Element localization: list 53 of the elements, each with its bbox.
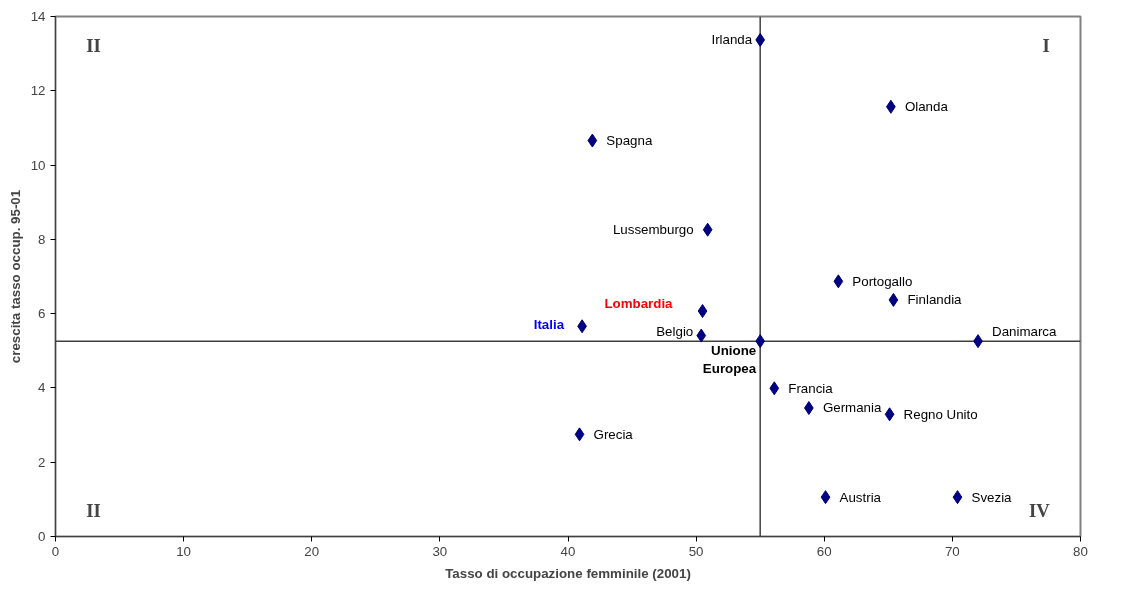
x-tick-label: 80	[1073, 543, 1088, 559]
x-tick-label: 40	[560, 543, 576, 559]
x-tick-label: 50	[688, 543, 704, 559]
y-axis-title: crescita tasso occup. 95-01	[7, 189, 23, 364]
x-tick-label: 30	[432, 543, 448, 559]
x-tick-label: 60	[816, 543, 832, 559]
point	[574, 427, 585, 442]
point	[884, 407, 895, 422]
point	[587, 133, 598, 148]
x-tick-label: 0	[51, 543, 60, 559]
annotation: Irlanda	[711, 32, 753, 48]
y-tick-label: 6	[38, 306, 46, 322]
annotation: Svezia	[971, 489, 1013, 505]
annotation: Spagna	[606, 133, 653, 149]
point	[755, 334, 766, 349]
annotation: I	[1042, 34, 1050, 56]
x-tick-label: 10	[176, 543, 192, 559]
point	[755, 32, 766, 47]
y-tick-label: 10	[30, 157, 46, 173]
x-tick-label: 20	[304, 543, 320, 559]
point	[697, 304, 708, 319]
annotation: Francia	[788, 380, 834, 396]
point	[702, 222, 713, 237]
point	[820, 490, 831, 505]
y-tick-label: 0	[38, 529, 46, 544]
annotation: Lussemburgo	[612, 222, 694, 238]
y-tick-label: 8	[38, 231, 46, 247]
y-tick-label: 2	[38, 454, 46, 470]
annotation: Olanda	[904, 99, 949, 115]
x-tick-label: 70	[944, 543, 960, 559]
point	[769, 381, 780, 396]
annotation: Danimarca	[992, 323, 1058, 339]
annotation: Belgio	[656, 324, 694, 340]
annotation: Portogallo	[852, 273, 913, 289]
annotation: II	[86, 34, 101, 56]
annotation: II	[86, 499, 101, 521]
annotation: IV	[1029, 499, 1051, 521]
annotation: Unione Europea	[702, 342, 757, 376]
annotation: Grecia	[593, 426, 634, 442]
point	[952, 490, 963, 505]
annotation: Germania	[822, 400, 882, 416]
annotation: Austria	[839, 489, 882, 505]
y-tick-label: 14	[30, 9, 47, 24]
annotation: Regno Unito	[903, 406, 978, 422]
y-tick-label: 12	[30, 83, 46, 99]
point	[888, 292, 899, 307]
annotation: Finlandia	[907, 292, 963, 308]
point	[833, 274, 844, 289]
x-axis-title: Tasso di occupazione femminile (2001)	[445, 565, 691, 581]
annotation: Italia	[533, 316, 565, 332]
point	[696, 328, 707, 343]
y-tick-label: 4	[38, 380, 47, 396]
annotation: Lombardia	[604, 295, 674, 311]
